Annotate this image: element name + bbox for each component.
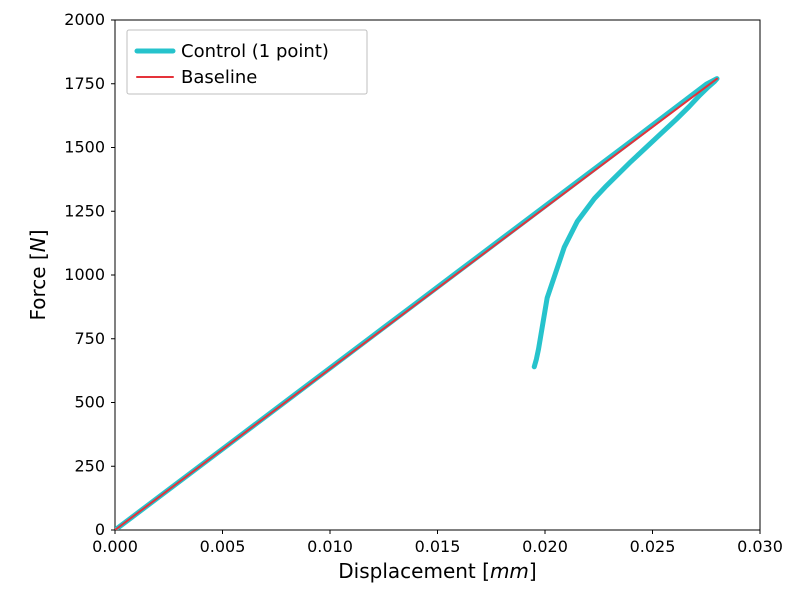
y-tick-label: 1000 [64, 265, 105, 284]
y-tick-label: 500 [74, 393, 105, 412]
y-tick-label: 250 [74, 456, 105, 475]
y-axis-label: Force [N] [26, 229, 50, 320]
x-tick-label: 0.000 [92, 537, 138, 556]
x-tick-label: 0.020 [522, 537, 568, 556]
chart-svg: 0.000 0.005 0.010 0.015 0.020 0.025 0.030 0 250 5… [0, 0, 800, 600]
y-tick-label: 750 [74, 329, 105, 348]
legend-label: Baseline [181, 67, 257, 88]
y-tick-label: 1250 [64, 201, 105, 220]
y-tick-label: 0 [95, 520, 105, 539]
chart-background [0, 0, 800, 600]
x-tick-label: 0.015 [415, 537, 461, 556]
legend: Control (1 point) Baseline [127, 30, 367, 94]
y-tick-label: 2000 [64, 10, 105, 29]
x-axis-label: Displacement [mm] [338, 559, 536, 583]
y-tick-label: 1500 [64, 138, 105, 157]
x-tick-label: 0.010 [307, 537, 353, 556]
legend-label: Control (1 point) [181, 41, 329, 62]
x-tick-label: 0.025 [630, 537, 676, 556]
x-tick-label: 0.005 [200, 537, 246, 556]
y-tick-label: 1750 [64, 74, 105, 93]
force-displacement-chart: 0.000 0.005 0.010 0.015 0.020 0.025 0.030 0 250 5… [0, 0, 800, 600]
x-tick-label: 0.030 [737, 537, 783, 556]
